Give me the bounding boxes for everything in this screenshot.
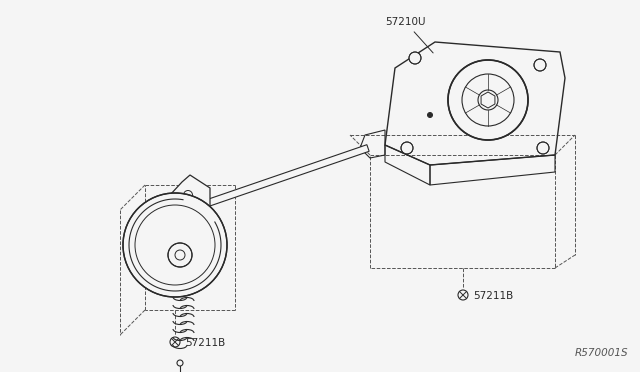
Circle shape <box>196 211 204 219</box>
Circle shape <box>448 60 528 140</box>
Text: R570001S: R570001S <box>574 348 628 358</box>
Circle shape <box>409 52 421 64</box>
Circle shape <box>168 243 192 267</box>
Circle shape <box>184 190 193 199</box>
Circle shape <box>401 142 413 154</box>
Text: 57210U: 57210U <box>385 17 433 53</box>
Polygon shape <box>165 175 210 228</box>
Circle shape <box>537 142 549 154</box>
Circle shape <box>428 112 433 118</box>
Text: 57211B: 57211B <box>185 338 225 348</box>
Circle shape <box>458 290 468 300</box>
Text: 57211B: 57211B <box>473 291 513 301</box>
Circle shape <box>534 59 546 71</box>
Polygon shape <box>201 145 369 208</box>
Circle shape <box>170 337 180 347</box>
Circle shape <box>123 193 227 297</box>
